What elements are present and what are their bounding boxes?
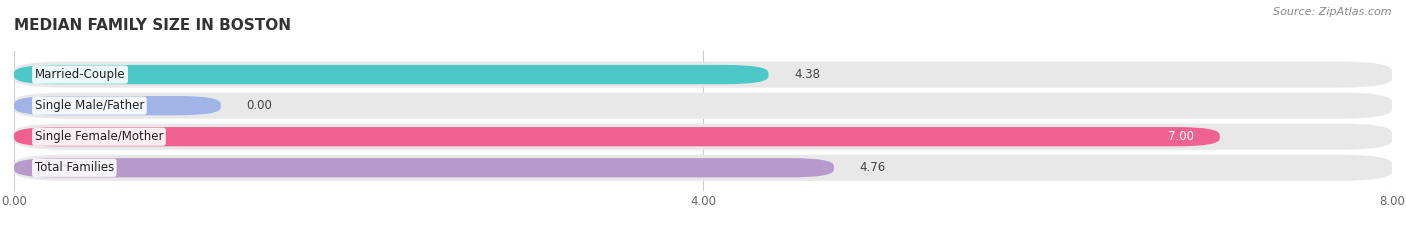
FancyBboxPatch shape xyxy=(14,65,769,84)
FancyBboxPatch shape xyxy=(14,62,1392,88)
FancyBboxPatch shape xyxy=(14,158,834,177)
FancyBboxPatch shape xyxy=(14,96,221,115)
FancyBboxPatch shape xyxy=(14,124,1392,150)
Text: Single Male/Father: Single Male/Father xyxy=(35,99,143,112)
Text: 0.00: 0.00 xyxy=(246,99,273,112)
Text: Married-Couple: Married-Couple xyxy=(35,68,125,81)
Text: 4.38: 4.38 xyxy=(794,68,820,81)
Text: MEDIAN FAMILY SIZE IN BOSTON: MEDIAN FAMILY SIZE IN BOSTON xyxy=(14,18,291,33)
Text: Source: ZipAtlas.com: Source: ZipAtlas.com xyxy=(1274,7,1392,17)
Text: 7.00: 7.00 xyxy=(1168,130,1194,143)
FancyBboxPatch shape xyxy=(14,127,1219,146)
Text: Single Female/Mother: Single Female/Mother xyxy=(35,130,163,143)
FancyBboxPatch shape xyxy=(14,93,1392,119)
Text: 4.76: 4.76 xyxy=(859,161,886,174)
FancyBboxPatch shape xyxy=(14,155,1392,181)
Text: Total Families: Total Families xyxy=(35,161,114,174)
